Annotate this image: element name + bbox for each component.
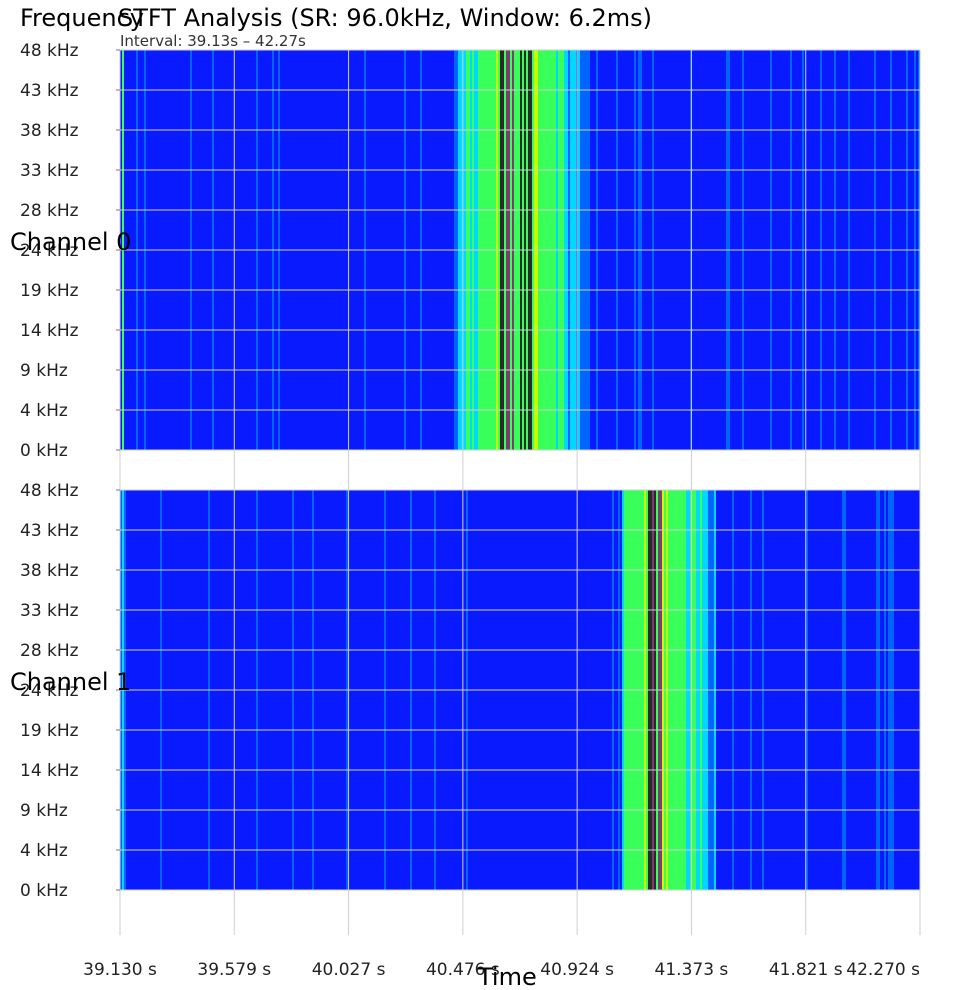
channel-1-label: Channel 1 — [10, 668, 131, 696]
x-tick-label: 40.924 s — [540, 960, 614, 980]
y-tick-label: 19 kHz — [20, 721, 79, 741]
x-tick-label: 41.373 s — [655, 960, 729, 980]
y-tick-label: 9 kHz — [20, 361, 68, 381]
y-axis-label: Frequency — [20, 4, 144, 32]
y-tick-label: 48 kHz — [20, 41, 79, 61]
x-tick-label: 40.476 s — [426, 960, 500, 980]
y-tick-label: 14 kHz — [20, 321, 79, 341]
y-tick-label: 24 kHz — [20, 241, 79, 261]
x-tick-label: 42.270 s — [846, 960, 920, 980]
x-tick-label: 40.027 s — [312, 960, 386, 980]
y-tick-label: 24 kHz — [20, 681, 79, 701]
chart-title: STFT Analysis (SR: 96.0kHz, Window: 6.2m… — [118, 4, 652, 32]
x-tick-label: 39.579 s — [197, 960, 271, 980]
y-tick-label: 0 kHz — [20, 441, 68, 461]
y-tick-label: 28 kHz — [20, 641, 79, 661]
y-tick-label: 4 kHz — [20, 841, 68, 861]
x-tick-label: 39.130 s — [83, 960, 157, 980]
interval-subtitle: Interval: 39.13s – 42.27s — [120, 32, 306, 50]
y-tick-label: 48 kHz — [20, 481, 79, 501]
y-tick-label: 14 kHz — [20, 761, 79, 781]
y-tick-label: 33 kHz — [20, 161, 79, 181]
y-tick-label: 38 kHz — [20, 561, 79, 581]
y-tick-label: 33 kHz — [20, 601, 79, 621]
y-tick-label: 38 kHz — [20, 121, 79, 141]
y-tick-label: 43 kHz — [20, 521, 79, 541]
y-tick-label: 0 kHz — [20, 881, 68, 901]
y-tick-label: 28 kHz — [20, 201, 79, 221]
y-tick-label: 19 kHz — [20, 281, 79, 301]
axis-ticks: 48 kHz 43 kHz 38 kHz 33 kHz 28 kHz 24 kHz 19 k… — [20, 41, 920, 980]
channel-0-label: Channel 0 — [10, 228, 131, 256]
y-tick-label: 43 kHz — [20, 81, 79, 101]
x-axis-label: Time — [477, 963, 537, 990]
y-tick-label: 9 kHz — [20, 801, 68, 821]
y-tick-label: 4 kHz — [20, 401, 68, 421]
x-tick-label: 41.821 s — [769, 960, 843, 980]
grid-lines — [119, 49, 921, 935]
spectrogram-panels — [120, 50, 920, 890]
